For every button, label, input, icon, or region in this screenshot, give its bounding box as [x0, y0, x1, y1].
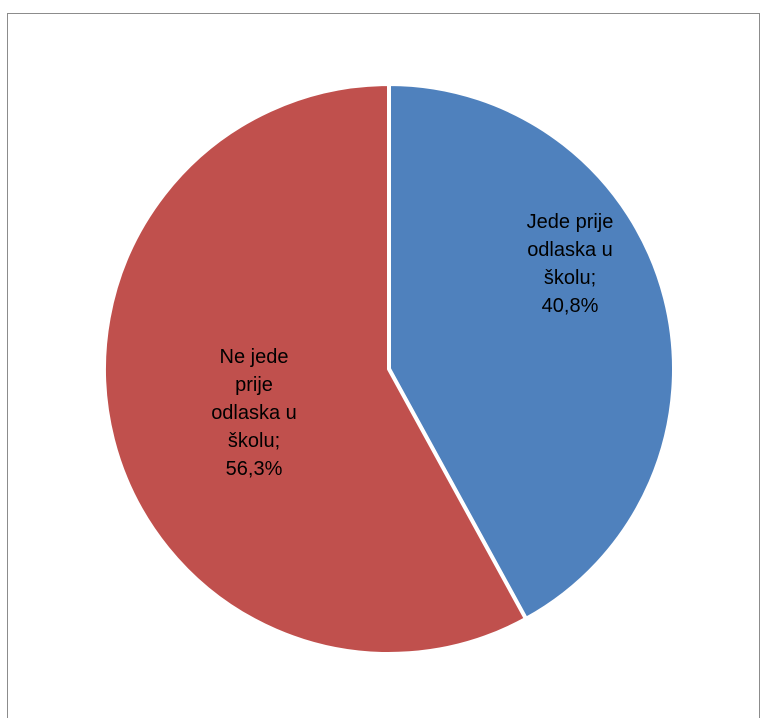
slice-label-1: Jede prije odlaska u školu; 40,8% [527, 211, 614, 317]
slice-label-line: školu; [544, 267, 596, 289]
slice-label-2: Ne jede prije odlaska u školu; 56,3% [211, 346, 297, 480]
pie-slice-1 [387, 82, 677, 621]
slice-label-line: Ne jede [220, 346, 289, 368]
pie-slice-2 [102, 82, 529, 656]
slice-label-line: odlaska u [211, 402, 297, 424]
slice-label-line: prije [235, 374, 273, 396]
slice-label-line: školu; [228, 430, 280, 452]
slice-label-line: odlaska u [527, 239, 613, 261]
slice-label-line: 56,3% [226, 458, 283, 480]
slice-label-line: 40,8% [542, 295, 599, 317]
slice-label-line: Jede prije [527, 211, 614, 233]
